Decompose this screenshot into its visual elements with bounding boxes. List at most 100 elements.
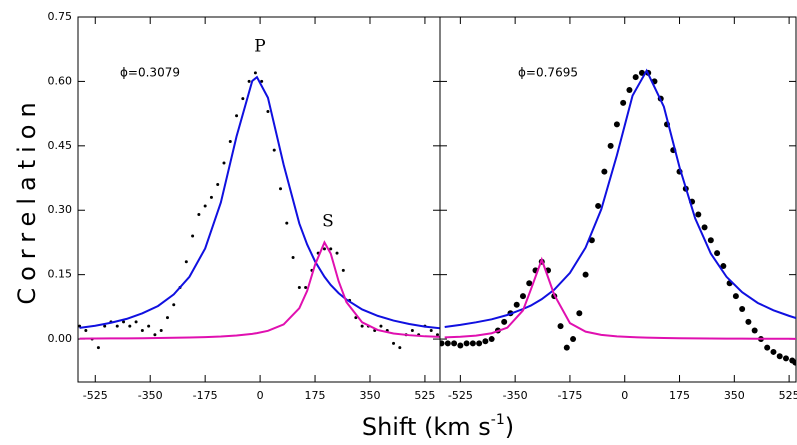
fit-curve [444,68,796,329]
plot-area [78,71,440,350]
data-point [279,187,283,191]
data-point [739,306,746,312]
data-point [764,344,771,351]
data-point [96,346,100,350]
x-tick-label: -175 [557,389,582,402]
x-tick-label: 525 [414,389,435,402]
data-point [435,333,439,337]
panel: -525 -350 -175 0 175 350 525 ϕ=0.7695 [439,16,797,402]
data-point [191,234,195,238]
data-point [165,316,169,320]
x-tick-label: 0 [621,389,628,402]
data-point [588,237,595,244]
data-point [341,268,345,272]
data-point [172,303,176,307]
data-point [329,247,333,251]
plot-area [440,68,796,366]
data-point [247,79,251,83]
y-tick-label: 0.75 [48,10,73,23]
data-point [770,348,777,355]
annotation: ϕ=0.7695 [518,66,578,80]
x-tick-label: -350 [503,389,528,402]
data-point [776,353,783,360]
x-label-main: Shift (km s [362,413,491,441]
data-point [582,271,589,278]
data-point [782,355,789,362]
data-point [297,286,301,290]
data-point [476,340,483,347]
x-tick-label: 350 [724,389,745,402]
data-point [751,327,758,334]
data-point [613,121,620,128]
panel: -525 -350 -175 0 175 350 525 0.00 0.15 0.30 0.45 0.… [48,10,796,402]
data-point [526,280,533,287]
data-point [732,293,739,300]
data-point [469,340,476,347]
data-point [488,336,495,343]
y-tick-label: 0.45 [48,139,73,152]
data-point [153,333,157,337]
data-point [429,328,433,332]
x-tick-label: -350 [138,389,163,402]
annotation: S [322,212,334,232]
annotation: P [254,37,265,57]
data-point [304,286,308,290]
data-point [557,323,564,330]
data-point [563,344,570,351]
data-point [228,140,232,144]
x-tick-label: 175 [305,389,326,402]
data-point [595,202,602,209]
x-tick-label: -525 [448,389,473,402]
fit-curve [79,240,440,340]
data-point [707,237,714,244]
data-point [440,340,445,347]
data-point [720,263,727,270]
data-point [222,161,226,165]
data-point [147,324,151,328]
data-point [398,346,402,350]
frame [439,16,797,383]
data-point [607,142,614,149]
data-point [285,221,289,225]
fit-curve [444,256,796,340]
data-point [203,204,207,208]
fit-curve [79,75,440,330]
data-point [451,340,458,347]
data-point [745,318,752,325]
x-tick-label: -525 [83,389,108,402]
data-point [134,320,138,324]
data-point [463,340,470,347]
x-tick-label: -175 [193,389,218,402]
data-point [260,79,264,83]
data-point [620,99,627,106]
data-point [266,109,270,113]
data-point [444,340,451,347]
data-point [272,148,276,152]
x-label-sup: -1 [491,412,505,428]
data-point [410,328,414,332]
x-tick-label: 525 [779,389,797,402]
data-point [335,251,339,255]
data-point [482,338,489,345]
x-label-end: ) [505,413,514,441]
x-tick-label: 175 [669,389,690,402]
data-point [103,324,107,328]
x-tick-label: 350 [359,389,380,402]
data-point [601,168,608,175]
y-tick-label: 0.30 [48,203,73,216]
data-point [209,195,213,199]
data-point [291,255,295,259]
x-axis-label: Shift (km s-1) [362,412,514,441]
data-point [84,328,88,332]
data-point [792,359,796,366]
data-point [216,182,220,186]
data-point [184,260,188,264]
data-point [140,328,144,332]
data-point [576,310,583,317]
data-point [632,74,639,81]
data-point [322,247,326,251]
data-point [241,97,245,101]
data-point [570,336,577,343]
data-point [513,301,520,308]
